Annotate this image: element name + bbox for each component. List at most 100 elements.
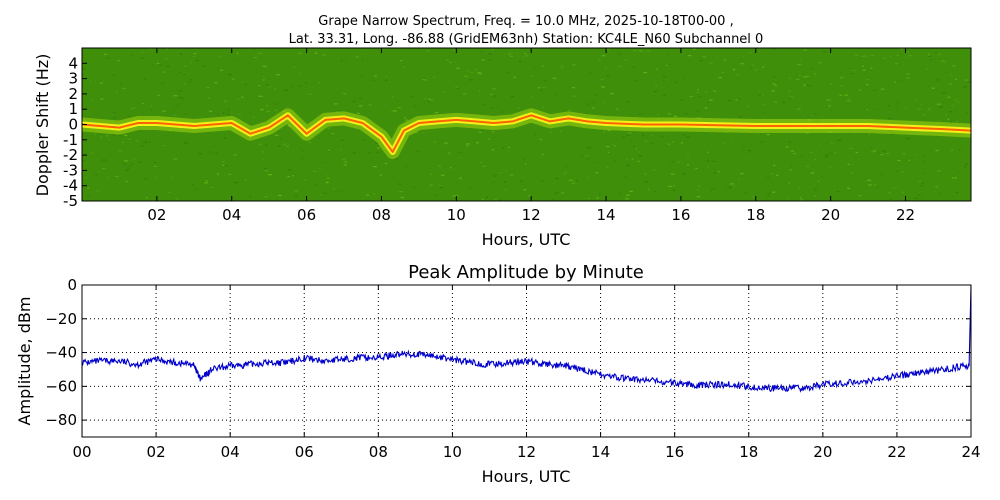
spectrogram-noise	[754, 173, 756, 175]
spectrogram-noise	[551, 199, 554, 201]
spectrogram-noise	[771, 173, 774, 175]
spectrogram-noise	[359, 105, 363, 107]
spectrogram-noise	[639, 50, 643, 52]
spectrogram-noise	[294, 195, 299, 197]
spectrogram-noise	[161, 82, 165, 84]
spectrogram-noise	[222, 112, 225, 114]
spectrogram-noise	[278, 194, 282, 197]
spectrogram-noise	[623, 59, 628, 61]
spectrogram-noise	[300, 148, 302, 150]
spectrogram-noise	[294, 190, 298, 192]
spectrogram-noise	[548, 145, 550, 147]
spectrogram-noise	[455, 195, 459, 197]
spectrogram-noise	[214, 152, 219, 154]
spectrogram-noise	[149, 48, 153, 50]
spectrogram-noise	[643, 72, 648, 74]
spectrogram-noise	[131, 163, 134, 165]
spectrogram-noise	[326, 177, 330, 179]
spectrogram-noise	[183, 142, 187, 144]
amplitude-x-tick-label: 10	[443, 443, 462, 461]
spectrogram-noise	[895, 106, 897, 108]
spectrogram-noise	[258, 143, 262, 145]
spectrogram-noise	[118, 150, 123, 152]
spectrogram-noise	[430, 99, 435, 102]
spectrogram-noise	[233, 154, 237, 156]
spectrogram-noise	[859, 195, 862, 197]
spectrogram-noise	[424, 79, 428, 81]
spectrogram-noise	[262, 65, 267, 67]
spectrogram-noise	[258, 85, 261, 87]
spectrogram-noise	[753, 144, 755, 146]
spectrogram-noise	[477, 72, 482, 74]
spectrogram-noise	[923, 114, 926, 116]
spectrogram-noise	[184, 65, 187, 67]
spectrogram-noise	[145, 197, 148, 199]
spectrogram-noise	[355, 56, 359, 58]
spectrogram-noise	[357, 112, 360, 114]
spectrogram-noise	[106, 57, 109, 59]
spectrogram-noise	[955, 78, 957, 81]
spectrogram-noise	[508, 146, 510, 148]
spectrogram-noise	[799, 59, 802, 61]
spectrogram-noise	[249, 196, 252, 198]
spectrogram-noise	[813, 188, 818, 190]
spectrogram-noise	[905, 51, 910, 53]
spectrogram-noise	[930, 56, 932, 58]
spectrogram-noise	[539, 138, 543, 140]
spectrogram-noise	[762, 112, 764, 114]
spectrogram-noise	[130, 54, 133, 56]
spectrogram-noise	[573, 95, 576, 97]
spectrogram-noise	[293, 66, 297, 68]
spectrogram-noise	[428, 98, 431, 100]
spectrogram-noise	[449, 96, 451, 98]
spectrogram-noise	[173, 158, 178, 160]
spectrogram-noise	[214, 145, 216, 147]
spectrogram-noise	[625, 158, 629, 160]
spectrogram-noise	[967, 81, 971, 83]
spectrogram-noise	[489, 94, 493, 96]
spectrogram-noise	[124, 160, 129, 162]
spectrogram-noise	[497, 171, 501, 173]
spectrogram-noise	[838, 71, 843, 73]
spectrogram-noise	[896, 54, 899, 57]
spectrogram-noise	[222, 164, 225, 166]
spectrogram-noise	[698, 185, 700, 187]
spectrogram-noise	[881, 173, 884, 175]
spectrogram-noise	[586, 147, 591, 149]
spectrogram-noise	[795, 78, 800, 81]
spectrogram-noise	[523, 159, 525, 161]
amplitude-x-tick-label: 18	[739, 443, 758, 461]
spectrogram-noise	[287, 176, 290, 178]
spectrogram-noise	[375, 151, 379, 153]
spectrogram-noise	[275, 109, 278, 111]
spectrogram-noise	[503, 181, 506, 183]
spectrogram-noise	[647, 50, 650, 52]
spectrogram-noise	[708, 99, 713, 101]
spectrogram-noise	[91, 152, 93, 154]
spectrogram-noise	[774, 101, 777, 103]
spectrogram-noise	[141, 145, 144, 147]
spectrogram-noise	[623, 176, 627, 178]
spectrogram-noise	[951, 177, 954, 179]
spectrogram-noise	[858, 89, 862, 91]
amplitude-plot-area	[81, 284, 972, 438]
spectrogram-noise	[828, 105, 831, 107]
spectrogram-noise	[891, 199, 893, 201]
spectrogram-noise	[127, 138, 131, 140]
spectrogram-noise	[895, 63, 899, 65]
spectrum-x-tick-label: 02	[147, 206, 166, 224]
spectrogram-noise	[707, 101, 709, 103]
spectrogram-noise	[522, 56, 524, 58]
spectrogram-noise	[686, 164, 690, 166]
amplitude-y-axis-label: Amplitude, dBm	[15, 297, 34, 426]
spectrogram-noise	[855, 151, 858, 153]
spectrogram-noise	[521, 66, 523, 68]
spectrogram-noise	[630, 139, 633, 141]
spectrogram-noise	[960, 177, 962, 180]
spectrogram-noise	[559, 130, 563, 132]
spectrogram-noise	[344, 61, 346, 63]
spectrogram-noise	[723, 59, 726, 61]
spectrogram-noise	[400, 196, 404, 199]
spectrogram-noise	[361, 59, 364, 61]
